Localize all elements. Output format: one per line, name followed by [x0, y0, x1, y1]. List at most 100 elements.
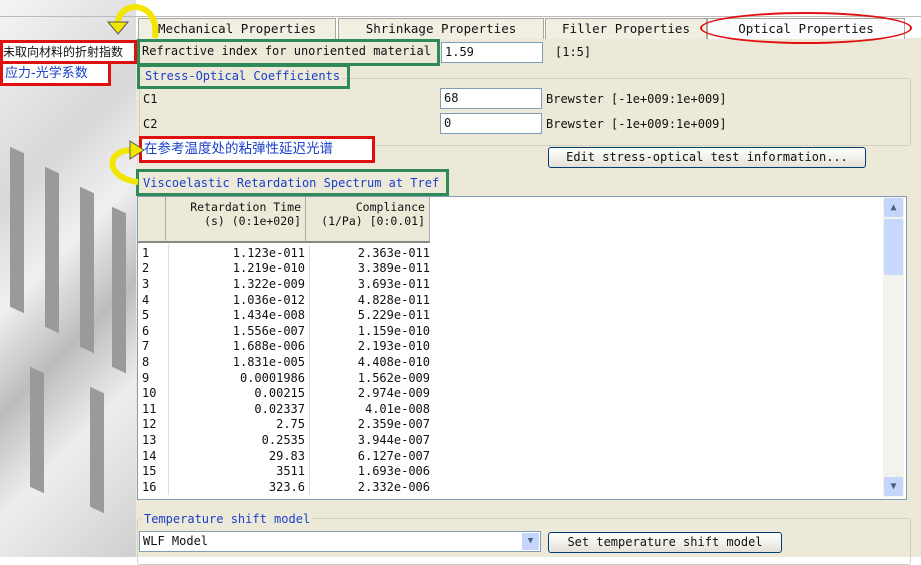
table-row[interactable]: 1 1.123e-011 2.363e-011 — [138, 245, 434, 261]
divider — [0, 16, 921, 17]
refractive-index-input[interactable]: 1.59 — [441, 42, 543, 63]
retardation-time-cell[interactable]: 1.556e-007 — [168, 322, 310, 339]
compliance-cell[interactable]: 5.229e-011 — [309, 307, 434, 323]
compliance-cell[interactable]: 1.562e-009 — [309, 369, 434, 386]
compliance-cell[interactable]: 3.389e-011 — [309, 260, 434, 277]
retardation-time-cell[interactable]: 2.75 — [168, 416, 310, 433]
table-scrollbar[interactable]: ▲ ▼ — [883, 197, 904, 497]
retardation-time-cell[interactable]: 1.036e-012 — [168, 291, 310, 308]
table-row[interactable]: 14 29.83 6.127e-007 — [138, 447, 434, 464]
row-number: 6 — [142, 323, 150, 338]
highlight-ellipse — [700, 12, 912, 44]
compliance-cell[interactable]: 3.693e-011 — [309, 276, 434, 292]
compliance-cell[interactable]: 1.693e-006 — [309, 463, 434, 479]
compliance-cell[interactable]: 4.01e-008 — [309, 400, 434, 417]
row-number: 7 — [142, 339, 150, 354]
row-number: 12 — [142, 417, 157, 432]
compliance-cell[interactable]: 4.828e-011 — [309, 291, 434, 308]
header-line: Retardation Time — [190, 200, 301, 214]
table-row[interactable]: 3 1.322e-009 3.693e-011 — [138, 276, 434, 292]
retardation-time-cell[interactable]: 1.123e-011 — [168, 245, 310, 261]
tab-shrinkage-properties[interactable]: Shrinkage Properties — [338, 18, 544, 39]
compliance-cell[interactable]: 2.974e-009 — [309, 385, 434, 401]
table-row[interactable]: 4 1.036e-012 4.828e-011 — [138, 291, 434, 308]
table-row[interactable]: 16 323.6 2.332e-006 — [138, 478, 434, 495]
retardation-time-cell[interactable]: 1.434e-008 — [168, 307, 310, 323]
retardation-time-cell[interactable]: 3511 — [168, 463, 310, 479]
column-header-retardation-time[interactable]: Retardation Time (s) (0:1e+020] — [166, 197, 306, 243]
arrow-head-icon — [129, 140, 145, 160]
retardation-time-cell[interactable]: 0.2535 — [168, 432, 310, 448]
scroll-up-icon[interactable]: ▲ — [884, 198, 903, 217]
tab-mechanical-properties[interactable]: Mechanical Properties — [138, 18, 336, 39]
row-number: 14 — [142, 448, 157, 463]
table-row[interactable]: 12 2.75 2.359e-007 — [138, 416, 434, 433]
retardation-time-cell[interactable]: 323.6 — [168, 478, 310, 495]
compliance-cell[interactable]: 4.408e-010 — [309, 354, 434, 370]
row-number: 5 — [142, 308, 150, 323]
chevron-down-icon[interactable]: ▼ — [522, 533, 539, 550]
tab-label: Filler Properties — [562, 21, 690, 36]
table-row[interactable]: 13 0.2535 3.944e-007 — [138, 432, 434, 448]
temperature-shift-select[interactable]: WLF Model ▼ — [139, 531, 541, 552]
row-number: 13 — [142, 432, 157, 447]
row-number: 4 — [142, 292, 150, 307]
tab-filler-properties[interactable]: Filler Properties — [545, 18, 707, 39]
c2-input[interactable]: 0 — [440, 113, 542, 134]
selected-value: WLF Model — [143, 534, 209, 548]
retardation-time-cell[interactable]: 0.02337 — [168, 400, 310, 417]
compliance-cell[interactable]: 2.332e-006 — [309, 478, 434, 495]
row-number: 2 — [142, 261, 150, 276]
yellow-arrows — [106, 4, 159, 185]
retardation-time-cell[interactable]: 0.0001986 — [168, 369, 310, 386]
retardation-time-cell[interactable]: 1.831e-005 — [168, 354, 310, 370]
compliance-cell[interactable]: 6.127e-007 — [309, 447, 434, 464]
table-row[interactable]: 5 1.434e-008 5.229e-011 — [138, 307, 434, 323]
c1-input[interactable]: 68 — [440, 88, 542, 109]
annotation-spectrum-cn: 在参考温度处的粘弹性延迟光谱 — [139, 136, 375, 163]
row-number: 15 — [142, 464, 157, 479]
table-row[interactable]: 11 0.02337 4.01e-008 — [138, 400, 434, 417]
annotation-box — [136, 169, 449, 196]
edit-stress-optical-button[interactable]: Edit stress-optical test information... — [548, 147, 866, 168]
tab-label: Shrinkage Properties — [365, 21, 517, 36]
table-row[interactable]: 2 1.219e-010 3.389e-011 — [138, 260, 434, 277]
table-row[interactable]: 6 1.556e-007 1.159e-010 — [138, 322, 434, 339]
retardation-time-cell[interactable]: 0.00215 — [168, 385, 310, 401]
temperature-shift-title: Temperature shift model — [142, 512, 313, 526]
annotation-box — [137, 64, 350, 89]
c2-unit: Brewster [-1e+009:1e+009] — [546, 117, 727, 131]
header-line: (1/Pa) [0:0.01] — [321, 214, 425, 228]
spectrum-title: Viscoelastic Retardation Spectrum at Tre… — [143, 176, 440, 190]
retardation-time-cell[interactable]: 1.219e-010 — [168, 260, 310, 277]
annotation-refractive-cn: 未取向材料的折射指数 — [0, 40, 137, 64]
table-row[interactable]: 8 1.831e-005 4.408e-010 — [138, 354, 434, 370]
annotation-box — [137, 39, 440, 66]
retardation-time-cell[interactable]: 1.322e-009 — [168, 276, 310, 292]
row-number: 3 — [142, 276, 150, 291]
table-row[interactable]: 15 3511 1.693e-006 — [138, 463, 434, 479]
retardation-spectrum-table[interactable]: Retardation Time (s) (0:1e+020] Complianc… — [137, 196, 907, 500]
arrow-head-icon — [106, 21, 130, 35]
table-row[interactable]: 9 0.0001986 1.562e-009 — [138, 369, 434, 386]
table-row[interactable]: 10 0.00215 2.974e-009 — [138, 385, 434, 401]
set-temperature-shift-button[interactable]: Set temperature shift model — [548, 532, 782, 553]
compliance-cell[interactable]: 3.944e-007 — [309, 432, 434, 448]
retardation-time-cell[interactable]: 29.83 — [168, 447, 310, 464]
scroll-thumb[interactable] — [884, 219, 903, 275]
compliance-cell[interactable]: 2.363e-011 — [309, 245, 434, 261]
compliance-cell[interactable]: 2.359e-007 — [309, 416, 434, 433]
compliance-cell[interactable]: 2.193e-010 — [309, 338, 434, 355]
column-header-compliance[interactable]: Compliance (1/Pa) [0:0.01] — [306, 197, 430, 243]
row-number: 16 — [142, 479, 157, 494]
refractive-range: [1:5] — [555, 45, 592, 59]
model-preview-image — [0, 0, 136, 557]
scroll-down-icon[interactable]: ▼ — [884, 477, 903, 496]
table-row[interactable]: 7 1.688e-006 2.193e-010 — [138, 338, 434, 355]
retardation-time-cell[interactable]: 1.688e-006 — [168, 338, 310, 355]
row-number: 11 — [142, 401, 157, 416]
row-number: 1 — [142, 245, 150, 260]
header-line: Compliance — [355, 200, 425, 214]
compliance-cell[interactable]: 1.159e-010 — [309, 322, 434, 339]
arrow-icon — [115, 4, 159, 39]
